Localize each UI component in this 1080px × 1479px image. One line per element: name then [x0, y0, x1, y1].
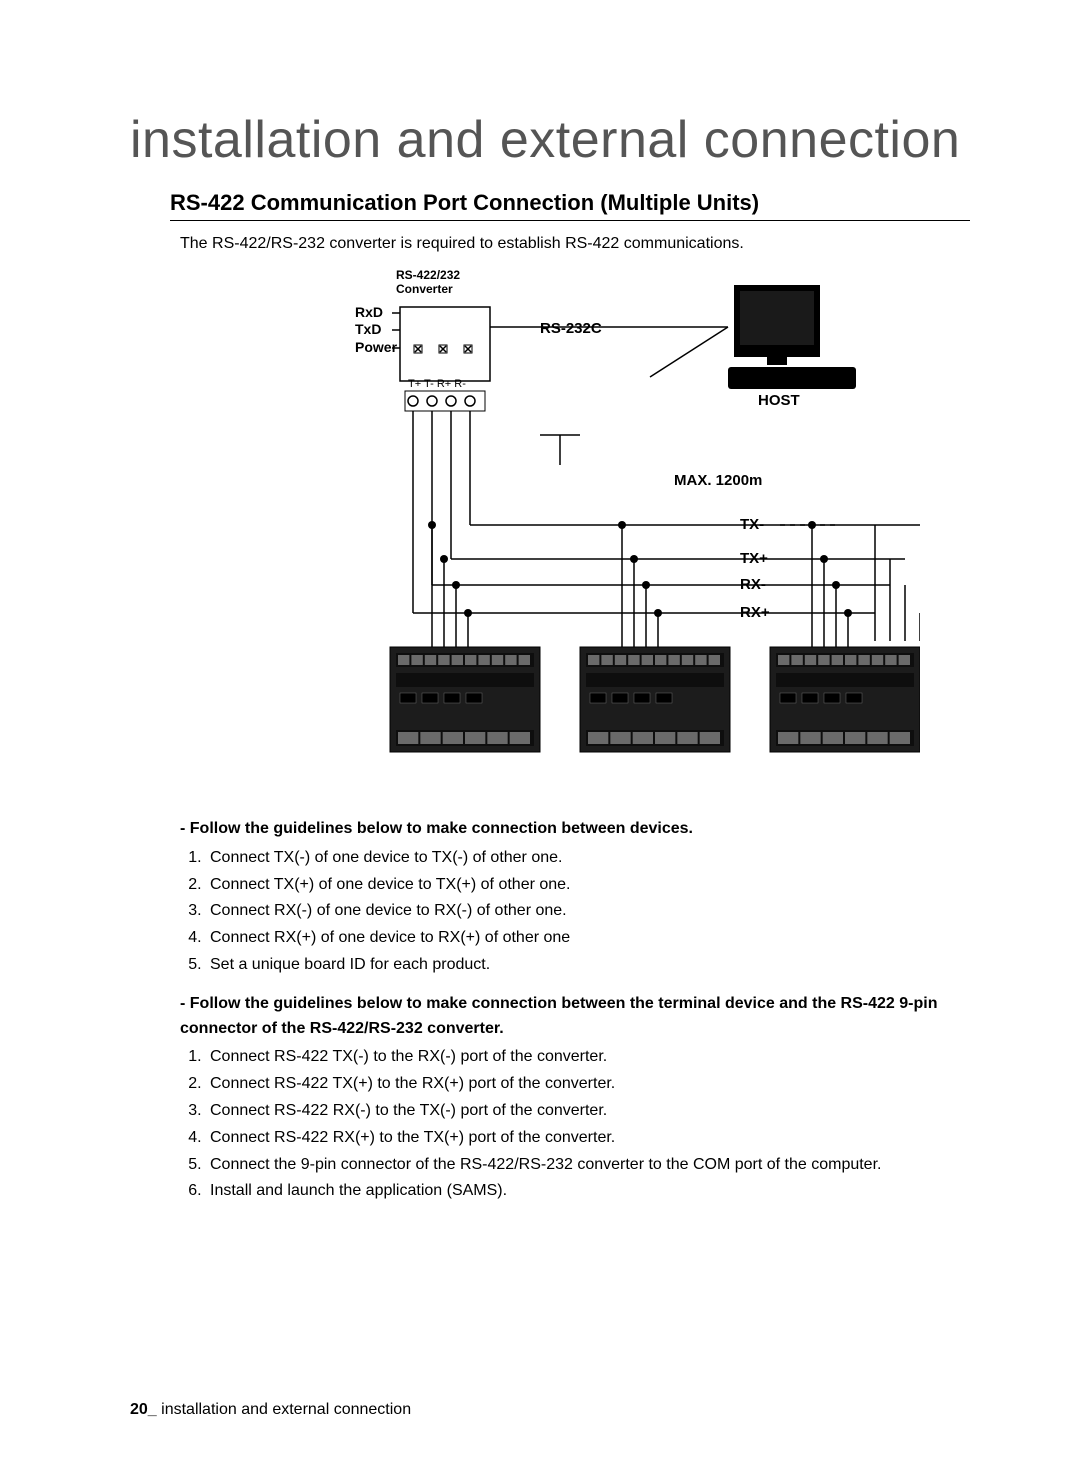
svg-text:MAX. 1200m: MAX. 1200m	[674, 472, 762, 489]
page-footer: 20_ installation and external connection	[130, 1401, 411, 1419]
footer-text: installation and external connection	[157, 1401, 411, 1418]
section-heading: RS-422 Communication Port Connection (Mu…	[170, 190, 970, 221]
guideline-item: Set a unique board ID for each product.	[206, 953, 970, 978]
svg-text:Power: Power	[355, 339, 398, 355]
document-page: installation and external connection RS-…	[0, 0, 1080, 1479]
guidelines-list-1: Connect TX(-) of one device to TX(-) of …	[180, 846, 970, 978]
guideline-item: Connect RS-422 TX(-) to the RX(-) port o…	[206, 1045, 970, 1070]
svg-text:RS-232C: RS-232C	[540, 320, 602, 337]
intro-text: The RS-422/RS-232 converter is required …	[180, 235, 970, 253]
guideline-item: Install and launch the application (SAMS…	[206, 1179, 970, 1204]
svg-text:HOST: HOST	[758, 392, 800, 409]
page-number: 20_	[130, 1401, 157, 1418]
guideline-item: Connect RX(+) of one device to RX(+) of …	[206, 926, 970, 951]
page-title: installation and external connection	[130, 110, 970, 170]
svg-text:RxD: RxD	[355, 304, 383, 320]
svg-text:RS-422/232Converter: RS-422/232Converter	[396, 268, 460, 296]
guideline-item: Connect TX(-) of one device to TX(-) of …	[206, 846, 970, 871]
guideline-item: Connect RS-422 RX(-) to the TX(-) port o…	[206, 1099, 970, 1124]
guideline-item: Connect RX(-) of one device to RX(-) of …	[206, 899, 970, 924]
guideline-item: Connect TX(+) of one device to TX(+) of …	[206, 873, 970, 898]
guidelines-list-2: Connect RS-422 TX(-) to the RX(-) port o…	[180, 1045, 970, 1204]
guidelines-lead-1: - Follow the guidelines below to make co…	[180, 817, 970, 842]
svg-text:T+ T- R+ R-: T+ T- R+ R-	[408, 378, 466, 390]
svg-text:TxD: TxD	[355, 321, 381, 337]
guidelines-lead-2: - Follow the guidelines below to make co…	[180, 992, 970, 1042]
connection-diagram: RS-422/232Converter RxDTxD Power T+ T- R+ R…	[180, 267, 920, 787]
guideline-item: Connect the 9-pin connector of the RS-42…	[206, 1153, 970, 1178]
guideline-item: Connect RS-422 TX(+) to the RX(+) port o…	[206, 1072, 970, 1097]
guideline-item: Connect RS-422 RX(+) to the TX(+) port o…	[206, 1126, 970, 1151]
guidelines-block: - Follow the guidelines below to make co…	[180, 817, 970, 1204]
